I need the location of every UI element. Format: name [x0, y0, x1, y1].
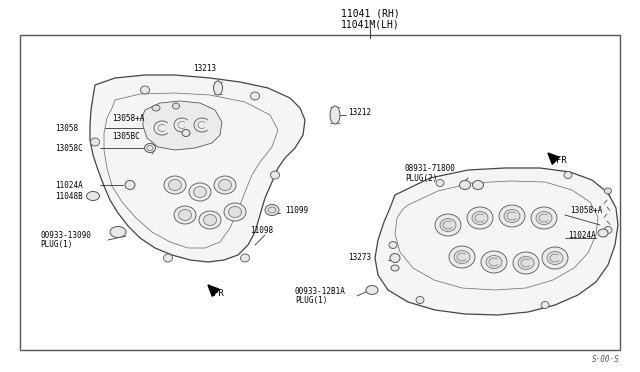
Polygon shape [548, 153, 559, 164]
Ellipse shape [504, 209, 520, 222]
Ellipse shape [90, 138, 99, 146]
Ellipse shape [486, 256, 502, 269]
Ellipse shape [389, 241, 397, 248]
Ellipse shape [436, 180, 444, 186]
Ellipse shape [449, 246, 475, 268]
Polygon shape [143, 101, 222, 150]
Bar [20, 35, 620, 350]
Ellipse shape [204, 215, 216, 225]
Text: 11048B: 11048B [55, 192, 83, 201]
Text: 00933-13090: 00933-13090 [40, 231, 91, 240]
Ellipse shape [224, 203, 246, 221]
Ellipse shape [182, 129, 190, 137]
Ellipse shape [228, 206, 241, 218]
Text: PLUG(2): PLUG(2) [405, 173, 437, 183]
Ellipse shape [110, 227, 126, 237]
Ellipse shape [214, 176, 236, 194]
Ellipse shape [390, 253, 400, 263]
Ellipse shape [86, 192, 99, 201]
Ellipse shape [513, 252, 539, 274]
Ellipse shape [481, 251, 507, 273]
Text: 13273: 13273 [348, 253, 371, 263]
Ellipse shape [536, 212, 552, 224]
Ellipse shape [435, 214, 461, 236]
Ellipse shape [440, 218, 456, 231]
Text: 13058+A: 13058+A [112, 113, 145, 122]
Text: 11024A: 11024A [55, 180, 83, 189]
Text: 13058C: 13058C [55, 144, 83, 153]
Text: 00933-12B1A: 00933-12B1A [295, 288, 346, 296]
Ellipse shape [125, 180, 135, 189]
Text: 11041 (RH): 11041 (RH) [340, 8, 399, 18]
Ellipse shape [330, 106, 340, 124]
Ellipse shape [265, 205, 279, 215]
Text: 11024A: 11024A [568, 231, 596, 240]
Ellipse shape [179, 209, 191, 221]
Ellipse shape [467, 207, 493, 229]
Text: FR: FR [213, 289, 224, 298]
Ellipse shape [460, 180, 470, 189]
Ellipse shape [531, 207, 557, 229]
Ellipse shape [199, 211, 221, 229]
Ellipse shape [541, 301, 549, 308]
Polygon shape [375, 168, 618, 315]
Ellipse shape [547, 251, 563, 264]
Ellipse shape [152, 105, 160, 111]
Ellipse shape [605, 188, 611, 194]
Ellipse shape [604, 227, 612, 234]
Ellipse shape [218, 180, 232, 190]
Ellipse shape [168, 180, 182, 190]
Ellipse shape [454, 250, 470, 263]
Polygon shape [90, 75, 305, 262]
Ellipse shape [164, 176, 186, 194]
Text: PLUG(1): PLUG(1) [295, 296, 328, 305]
Ellipse shape [268, 207, 276, 213]
Ellipse shape [214, 81, 223, 95]
Ellipse shape [472, 212, 488, 224]
Text: PLUG(1): PLUG(1) [40, 240, 72, 248]
Ellipse shape [598, 229, 608, 237]
Text: 1305BC: 1305BC [112, 131, 140, 141]
Ellipse shape [141, 86, 150, 94]
Ellipse shape [499, 205, 525, 227]
Ellipse shape [163, 254, 173, 262]
Text: 13058+A: 13058+A [570, 205, 602, 215]
Text: 13058: 13058 [55, 124, 78, 132]
Ellipse shape [189, 183, 211, 201]
Ellipse shape [366, 285, 378, 295]
Ellipse shape [250, 92, 259, 100]
Ellipse shape [241, 254, 250, 262]
Ellipse shape [564, 171, 572, 179]
Text: FR: FR [556, 155, 567, 164]
Polygon shape [208, 285, 220, 296]
Ellipse shape [472, 180, 483, 189]
Text: 11041M(LH): 11041M(LH) [340, 19, 399, 29]
Text: 13212: 13212 [348, 108, 371, 116]
Ellipse shape [145, 144, 156, 153]
Ellipse shape [518, 257, 534, 269]
Text: 11099: 11099 [285, 205, 308, 215]
Ellipse shape [391, 265, 399, 271]
Text: 11098: 11098 [250, 225, 273, 234]
Ellipse shape [193, 186, 207, 198]
Ellipse shape [271, 171, 280, 179]
Ellipse shape [173, 103, 179, 109]
Ellipse shape [174, 206, 196, 224]
Text: 13213: 13213 [193, 64, 216, 73]
Ellipse shape [416, 296, 424, 304]
Text: S·00·S: S·00·S [592, 356, 620, 365]
Text: 08931-71800: 08931-71800 [405, 164, 456, 173]
Ellipse shape [542, 247, 568, 269]
